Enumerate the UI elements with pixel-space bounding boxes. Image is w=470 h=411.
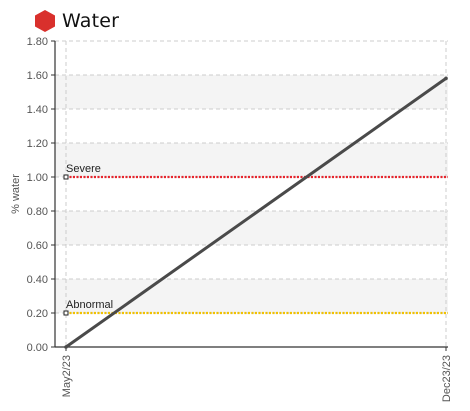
threshold-marker [63,310,69,316]
y-axis-title: % water [10,174,22,214]
y-tick-label: 1.80 [27,36,48,48]
y-tick-label: 0.80 [27,206,48,218]
chart-header: Water [34,6,119,36]
threshold-marker [63,174,69,180]
y-tick-label: 0.20 [27,308,48,320]
hexagon-icon [35,10,55,32]
threshold-label: Abnormal [66,299,113,311]
hexagon-shape [35,10,55,32]
series-point [444,76,448,81]
series-line [64,76,448,349]
chart-title: Water [62,10,120,32]
y-tick-label: 1.60 [27,70,48,82]
threshold-lines: Severe Abnormal [63,163,448,316]
y-tick-label: 0.00 [27,342,48,354]
y-tick-label: 1.00 [27,172,48,184]
tick-labels: 0.00 0.20 0.40 0.60 0.80 1.00 1.20 1.40 1.60 1.80… [10,36,453,402]
plot-bands [55,75,448,313]
plot-band [55,75,448,109]
threshold-label: Severe [66,163,101,175]
plot-band [55,279,448,313]
y-tick-label: 1.40 [27,104,48,116]
x-tick-label: Dec23/23 [441,355,453,402]
plot-band [55,143,448,177]
y-tick-label: 0.60 [27,240,48,252]
series-layer [64,76,448,349]
y-tick-label: 0.40 [27,274,48,286]
gridlines [55,40,448,347]
series-point [64,345,68,349]
axes [51,40,448,351]
x-tick-label: May2/23 [61,355,73,397]
y-tick-label: 1.20 [27,138,48,150]
